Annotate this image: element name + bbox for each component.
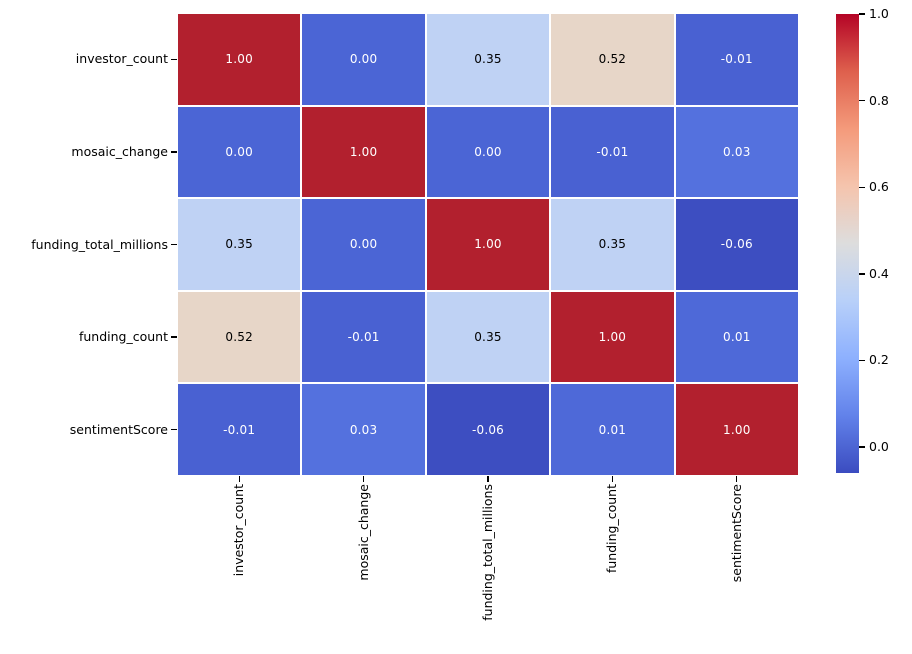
heatmap-cell-funding_total_millions-funding_total_millions: 1.00 (426, 199, 550, 290)
heatmap-cell-funding_count-funding_total_millions: 0.35 (426, 291, 550, 383)
heatmap-cell-mosaic_change-mosaic_change: 1.00 (302, 106, 425, 198)
x-tick-mark (238, 476, 240, 482)
x-tick-mark (362, 476, 365, 482)
y-tick-mark (171, 336, 177, 338)
heatmap-cell-funding_count-mosaic_change: -0.01 (302, 291, 425, 383)
y-tick-label-mosaic_change: mosaic_change (71, 143, 168, 159)
heatmap-cell-funding_total_millions-sentimentScore: -0.06 (675, 199, 798, 290)
heatmap-cell-mosaic_change-sentimentScore: 0.03 (675, 106, 798, 198)
y-tick-label-funding_total_millions: funding_total_millions (31, 236, 168, 252)
heatmap-cell-investor_count-sentimentScore: -0.01 (675, 14, 798, 105)
heatmap-cell-funding_total_millions-mosaic_change: 0.00 (302, 199, 425, 290)
x-tick-mark (611, 476, 614, 482)
colorbar-tick-label: 0.4 (869, 265, 889, 281)
y-tick-mark (171, 429, 177, 431)
colorbar-tick-mark (859, 359, 865, 362)
heatmap-cell-investor_count-funding_count: 0.52 (551, 14, 674, 105)
x-tick-label-funding_count: funding_count (604, 484, 620, 574)
heatmap-cell-funding_count-investor_count: 0.52 (178, 291, 301, 383)
heatmap-cell-sentimentScore-investor_count: -0.01 (178, 384, 301, 475)
x-tick-label-funding_total_millions: funding_total_millions (480, 484, 495, 621)
heatmap-cell-funding_total_millions-funding_count: 0.35 (551, 199, 674, 290)
heatmap-cell-sentimentScore-funding_total_millions: -0.06 (426, 384, 550, 475)
heatmap-cell-funding_total_millions-investor_count: 0.35 (178, 199, 301, 290)
heatmap-cell-sentimentScore-sentimentScore: 1.00 (675, 384, 798, 475)
y-tick-mark (171, 151, 177, 153)
colorbar-tick-label: 1.0 (869, 6, 889, 21)
y-tick-label-funding_count: funding_count (78, 329, 168, 345)
heatmap-cell-investor_count-funding_total_millions: 0.35 (426, 14, 550, 105)
heatmap-cell-mosaic_change-funding_count: -0.01 (551, 106, 674, 198)
y-tick-label-investor_count: investor_count (75, 51, 168, 67)
colorbar-tick-label: 0.6 (869, 179, 889, 195)
colorbar-tick-label: 0.8 (869, 92, 889, 108)
y-tick-mark (171, 58, 177, 60)
heatmap-cell-sentimentScore-mosaic_change: 0.03 (302, 384, 425, 475)
heatmap-grid: 1.00 0.00 0.35 0.52 -0.01 0.00 1.00 0.00 -0.01 0.… (178, 14, 798, 475)
heatmap-cell-funding_count-funding_count: 1.00 (551, 291, 674, 383)
colorbar-tick-mark (859, 99, 865, 102)
colorbar-tick-mark (859, 273, 865, 275)
colorbar-tick-mark (859, 13, 865, 15)
heatmap-cell-mosaic_change-investor_count: 0.00 (178, 106, 301, 198)
heatmap-cell-mosaic_change-funding_total_millions: 0.00 (426, 106, 550, 198)
colorbar-tick-mark (859, 446, 865, 448)
x-tick-mark (487, 476, 489, 482)
x-tick-label-investor_count: investor_count (231, 484, 247, 577)
x-tick-mark (736, 476, 738, 482)
heatmap-cell-sentimentScore-funding_count: 0.01 (551, 384, 674, 475)
x-tick-label-sentimentScore: sentimentScore (728, 484, 744, 583)
colorbar-tick-label: 0.0 (869, 439, 889, 455)
colorbar-gradient (836, 14, 859, 473)
colorbar-tick-mark (859, 186, 865, 188)
x-tick-label-mosaic_change: mosaic_change (355, 484, 371, 581)
y-tick-mark (171, 243, 177, 246)
heatmap-cell-investor_count-investor_count: 1.00 (178, 14, 301, 105)
colorbar-tick-label: 0.2 (869, 352, 889, 368)
heatmap-cell-funding_count-sentimentScore: 0.01 (675, 291, 798, 383)
y-tick-label-sentimentScore: sentimentScore (69, 421, 168, 437)
heatmap-cell-investor_count-mosaic_change: 0.00 (302, 14, 425, 105)
colorbar (836, 14, 859, 473)
